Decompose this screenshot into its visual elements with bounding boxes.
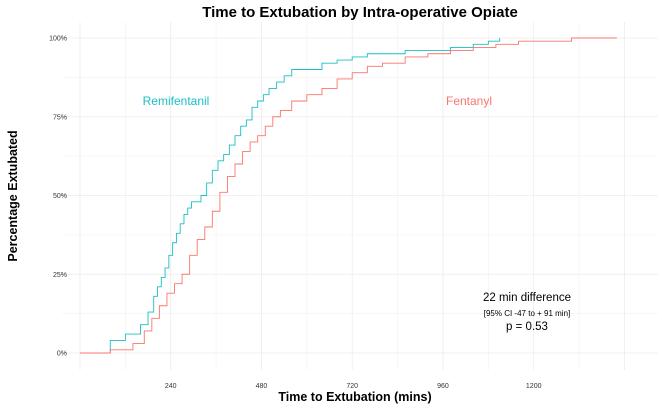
y-tick-label: 75% [53, 114, 67, 121]
series-line-remifentanil [80, 38, 501, 354]
annotation-pvalue: p = 0.53 [506, 321, 548, 333]
chart-title: Time to Extubation by Intra-operative Op… [202, 4, 518, 21]
x-tick-label: 960 [437, 383, 449, 390]
x-tick-label: 1200 [526, 383, 542, 390]
y-tick-label: 100% [49, 36, 67, 43]
grid-layer [62, 22, 658, 370]
annotation-ci: [95% CI -47 to + 91 min] [484, 309, 571, 318]
series-line-fentanyl [80, 37, 617, 354]
y-tick-label: 0% [57, 351, 67, 358]
x-tick-label: 240 [165, 383, 177, 390]
tick-layer: 0% 25% 50% 75% 100% 240 480 720 960 1200 [49, 36, 541, 391]
series-label-remifentanil: Remifentanil [143, 94, 210, 108]
series-layer [80, 37, 617, 354]
series-label-fentanyl: Fentanyl [446, 94, 492, 108]
x-axis-label: Time to Extubation (mins) [278, 390, 431, 404]
y-axis-label: Percentage Extubated [6, 130, 20, 261]
y-tick-label: 50% [53, 193, 67, 200]
annotation-difference: 22 min difference [483, 292, 571, 304]
y-tick-label: 25% [53, 272, 67, 279]
x-tick-label: 720 [346, 383, 358, 390]
x-tick-label: 480 [256, 383, 268, 390]
